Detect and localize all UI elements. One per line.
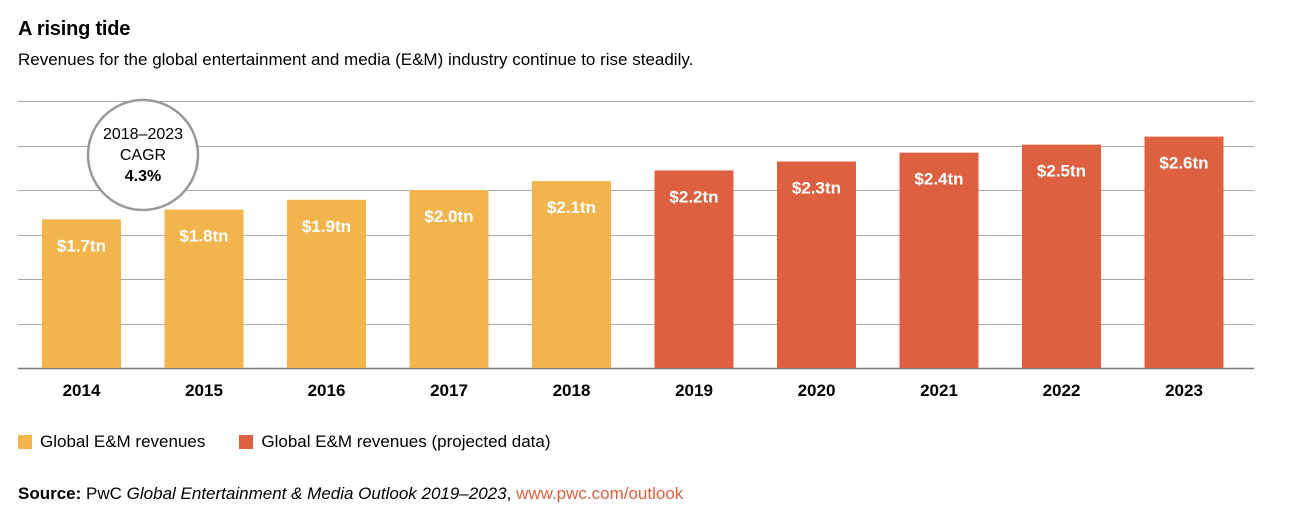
x-tick-2020: 2020 xyxy=(798,381,836,400)
x-tick-2023: 2023 xyxy=(1165,381,1203,400)
x-tick-2022: 2022 xyxy=(1043,381,1081,400)
bar-2023 xyxy=(1144,136,1224,368)
bar-label-2020: $2.3tn xyxy=(792,179,841,198)
bar-label-2016: $1.9tn xyxy=(302,217,351,236)
source-label: Source: xyxy=(18,484,82,503)
cagr-value: 4.3% xyxy=(125,168,161,185)
source-link[interactable]: www.pwc.com/outlook xyxy=(516,484,684,503)
x-tick-2014: 2014 xyxy=(63,381,101,400)
legend-item-actual: Global E&M revenues xyxy=(18,432,205,452)
bar-label-2018: $2.1tn xyxy=(547,198,596,217)
cagr-label: CAGR xyxy=(120,147,166,164)
source-publication: Global Entertainment & Media Outlook 201… xyxy=(126,484,507,503)
bar-2014 xyxy=(42,219,121,368)
x-tick-2015: 2015 xyxy=(185,381,223,400)
legend: Global E&M revenues Global E&M revenues … xyxy=(18,432,585,452)
legend-swatch-projected xyxy=(239,435,254,449)
bars xyxy=(42,136,1224,368)
x-tick-2018: 2018 xyxy=(553,381,591,400)
bar-2020 xyxy=(777,161,856,368)
bar-label-2022: $2.5tn xyxy=(1037,162,1086,181)
bar-label-2021: $2.4tn xyxy=(914,170,963,189)
x-tick-2019: 2019 xyxy=(675,381,713,400)
bar-2015 xyxy=(164,209,244,368)
source-note: Source: PwC Global Entertainment & Media… xyxy=(18,484,683,504)
x-tick-2021: 2021 xyxy=(920,381,958,400)
chart-subtitle: Revenues for the global entertainment an… xyxy=(18,50,694,69)
legend-swatch-actual xyxy=(18,435,32,449)
bar-label-2014: $1.7tn xyxy=(57,236,106,255)
bar-2016 xyxy=(287,199,366,368)
legend-label-actual: Global E&M revenues xyxy=(40,432,206,451)
bar-2022 xyxy=(1022,144,1101,368)
source-prefix: PwC xyxy=(86,484,122,503)
bar-label-2015: $1.8tn xyxy=(179,227,228,246)
legend-label-projected: Global E&M revenues (projected data) xyxy=(261,432,551,451)
x-axis-tick-labels: 2014 2015 2016 2017 2018 2019 2020 2021 2022 2023 xyxy=(63,381,1203,400)
bar-value-labels: $1.7tn $1.8tn $1.9tn $2.0tn $2.1tn $2.2tn $2.3… xyxy=(57,154,1209,256)
x-tick-2016: 2016 xyxy=(308,381,346,400)
bar-2017 xyxy=(409,190,489,368)
bar-label-2019: $2.2tn xyxy=(669,187,718,206)
chart-title: A rising tide xyxy=(18,18,131,40)
cagr-callout: 2018–2023 CAGR 4.3% xyxy=(86,98,200,212)
bar-2019 xyxy=(654,170,734,368)
cagr-callout-ring xyxy=(86,98,200,212)
bar-2018 xyxy=(532,181,611,368)
bar-chart: $1.7tn $1.8tn $1.9tn $2.0tn $2.1tn $2.2tn $2.3… xyxy=(18,98,1254,400)
bar-label-2023: $2.6tn xyxy=(1159,154,1208,173)
bar-2021 xyxy=(899,152,979,368)
legend-item-projected: Global E&M revenues (projected data) xyxy=(239,432,551,452)
cagr-period: 2018–2023 xyxy=(103,126,183,143)
source-separator: , xyxy=(506,484,512,503)
bar-label-2017: $2.0tn xyxy=(424,207,473,226)
x-tick-2017: 2017 xyxy=(430,381,468,400)
